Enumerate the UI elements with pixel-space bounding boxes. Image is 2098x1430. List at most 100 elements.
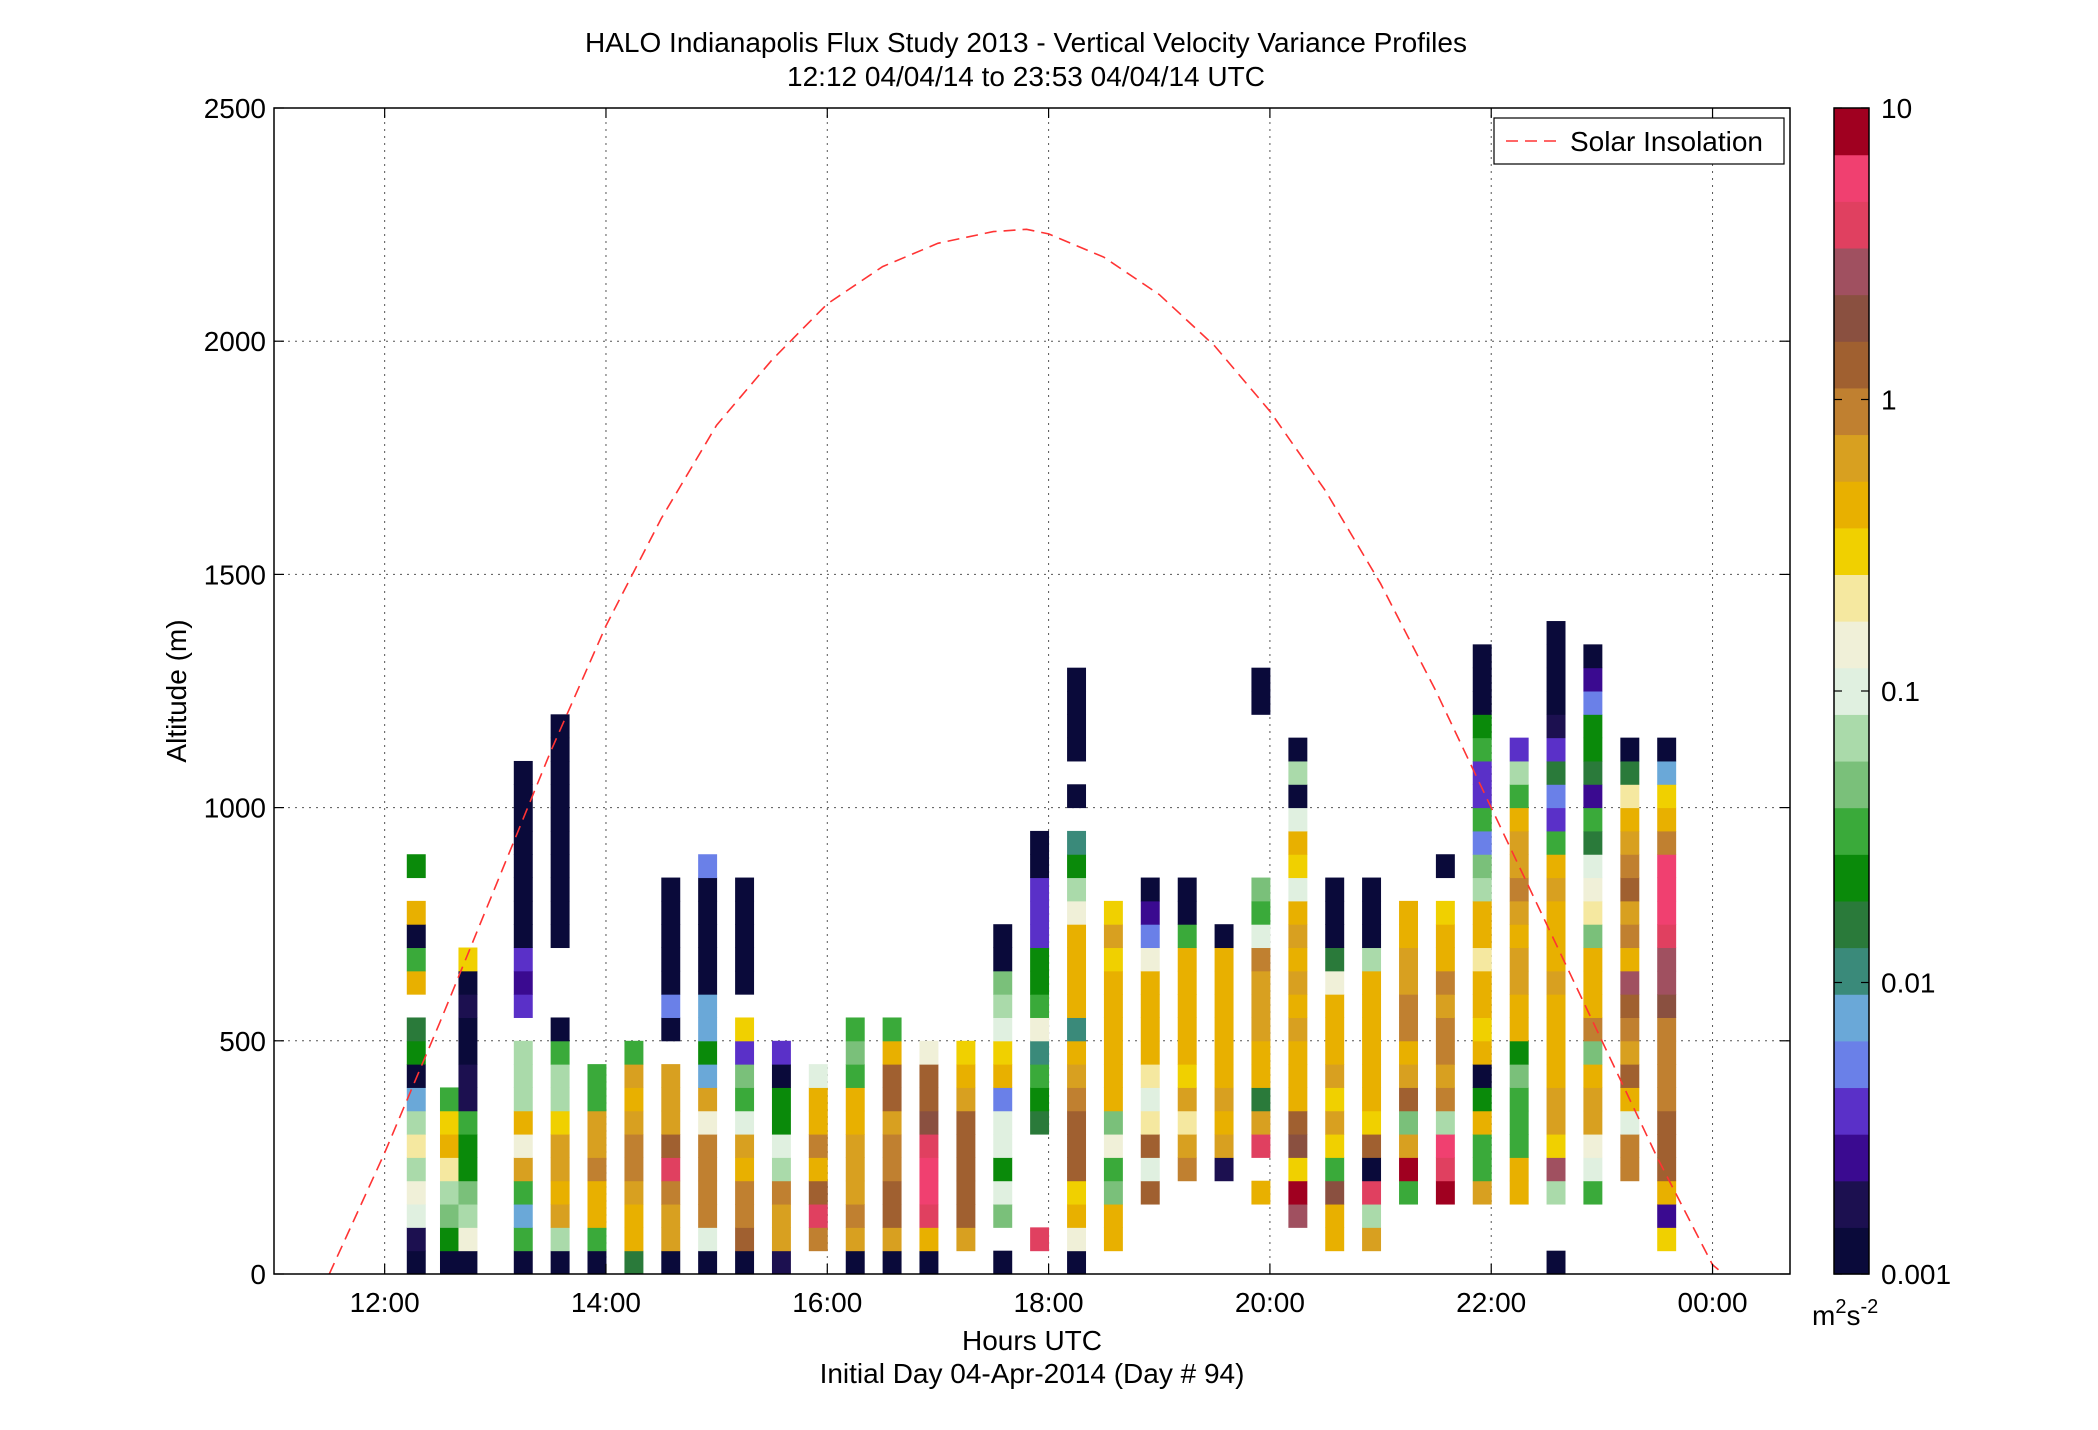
heatmap-cell bbox=[1472, 877, 1492, 902]
heatmap-cell bbox=[458, 1180, 478, 1205]
colorbar-gradient bbox=[1834, 108, 1869, 1275]
colorbar-segment bbox=[1834, 1134, 1869, 1182]
heatmap-cell bbox=[698, 1064, 718, 1088]
heatmap-cell bbox=[1583, 784, 1603, 809]
heatmap-cell bbox=[550, 1204, 570, 1228]
heatmap-cell bbox=[1620, 1064, 1640, 1088]
heatmap-cell bbox=[1435, 1180, 1455, 1205]
heatmap-cell bbox=[1399, 1180, 1418, 1205]
heatmap-cell bbox=[1067, 1110, 1087, 1135]
heatmap-cell bbox=[1657, 1087, 1677, 1112]
heatmap-cell bbox=[550, 1157, 570, 1182]
heatmap-cell bbox=[513, 760, 533, 785]
heatmap-cell bbox=[406, 924, 426, 949]
heatmap-cell bbox=[587, 1180, 607, 1205]
heatmap-cell bbox=[1472, 1157, 1492, 1182]
heatmap-cell bbox=[882, 1134, 902, 1158]
heatmap-cell bbox=[808, 1180, 828, 1205]
heatmap-cell bbox=[1657, 784, 1677, 809]
heatmap-cell bbox=[845, 1157, 865, 1182]
heatmap-cell bbox=[1030, 900, 1050, 925]
heatmap-cell bbox=[1546, 877, 1566, 902]
heatmap-cell bbox=[1177, 1157, 1197, 1182]
heatmap-cell bbox=[698, 854, 718, 879]
heatmap-cell bbox=[439, 1157, 459, 1182]
heatmap-cell bbox=[882, 1087, 902, 1112]
heatmap-cell bbox=[1103, 1227, 1123, 1252]
heatmap-cell bbox=[550, 1064, 570, 1088]
heatmap-cell bbox=[1620, 854, 1640, 879]
heatmap-cell bbox=[993, 924, 1013, 949]
colorbar-segment bbox=[1834, 154, 1869, 202]
heatmap-cell bbox=[406, 1227, 426, 1252]
heatmap-cell bbox=[1509, 947, 1529, 972]
colorbar-segment bbox=[1834, 900, 1869, 949]
colorbar-segment bbox=[1834, 1087, 1869, 1135]
heatmap-cell bbox=[771, 1087, 791, 1112]
heatmap-cell bbox=[919, 1064, 939, 1088]
heatmap-cell bbox=[1472, 1087, 1492, 1112]
heatmap-cell bbox=[993, 1064, 1013, 1088]
heatmap-cell bbox=[1435, 1110, 1455, 1135]
heatmap-cell bbox=[1288, 1087, 1308, 1112]
heatmap-cell bbox=[1067, 877, 1087, 902]
heatmap-cell bbox=[661, 1064, 681, 1088]
heatmap-cell bbox=[771, 1204, 791, 1228]
heatmap-cell bbox=[1214, 1134, 1234, 1158]
heatmap-cell bbox=[1177, 924, 1197, 949]
heatmap-cell bbox=[993, 994, 1013, 1018]
colorbar-segment bbox=[1834, 574, 1869, 622]
colorbar-tick-label: 10 bbox=[1881, 93, 1912, 124]
heatmap-cell bbox=[1472, 644, 1492, 669]
heatmap-cell bbox=[1546, 994, 1566, 1018]
heatmap-cell bbox=[1140, 1017, 1160, 1042]
heatmap-cell bbox=[698, 947, 718, 972]
heatmap-cell bbox=[513, 1204, 533, 1228]
heatmap-cell bbox=[1362, 1227, 1382, 1252]
heatmap-cell bbox=[1140, 1064, 1160, 1088]
heatmap-cell bbox=[1546, 737, 1566, 762]
heatmap-cell bbox=[993, 947, 1013, 972]
heatmap-cell bbox=[1251, 877, 1271, 902]
heatmap-cell bbox=[1546, 760, 1566, 785]
heatmap-cell bbox=[458, 1134, 478, 1158]
heatmap-cell bbox=[1583, 830, 1603, 855]
heatmap-cell bbox=[698, 1087, 718, 1112]
heatmap-cell bbox=[1435, 1017, 1455, 1042]
heatmap-cell bbox=[735, 1110, 755, 1135]
heatmap-cell bbox=[1030, 1017, 1050, 1042]
heatmap-cell bbox=[919, 1180, 939, 1205]
colorbar-segment bbox=[1834, 247, 1869, 296]
legend-box bbox=[1493, 117, 1785, 165]
heatmap-cell bbox=[513, 1110, 533, 1135]
heatmap-cell bbox=[771, 1227, 791, 1252]
heatmap-cell bbox=[1140, 1087, 1160, 1112]
heatmap-cell bbox=[1362, 1087, 1382, 1112]
heatmap-cell bbox=[458, 1064, 478, 1088]
heatmap-cell bbox=[550, 784, 570, 809]
heatmap-cell bbox=[406, 1064, 426, 1088]
heatmap-cell bbox=[698, 900, 718, 925]
heatmap-cell bbox=[1657, 970, 1677, 995]
heatmap-cell bbox=[1472, 1110, 1492, 1135]
solar-curve-layer bbox=[328, 228, 1725, 1275]
colorbar-tick-label: 1 bbox=[1881, 385, 1897, 416]
colorbar-segment bbox=[1834, 341, 1869, 389]
heatmap-cell bbox=[1325, 1017, 1345, 1042]
heatmap-cell bbox=[1288, 1204, 1308, 1228]
heatmap-cell bbox=[1472, 1064, 1492, 1088]
heatmap-cell bbox=[1214, 994, 1234, 1018]
heatmap-cell bbox=[624, 1157, 644, 1182]
x-tick-label: 14:00 bbox=[571, 1287, 641, 1318]
heatmap-cell bbox=[1362, 877, 1382, 902]
heatmap-cell bbox=[1067, 970, 1087, 995]
heatmap-cell bbox=[1472, 854, 1492, 879]
heatmap-cell bbox=[1288, 737, 1308, 762]
heatmap-cell bbox=[513, 994, 533, 1018]
heatmap-cell bbox=[1067, 1087, 1087, 1112]
colorbar-segment bbox=[1834, 434, 1869, 482]
heatmap-cell bbox=[1583, 807, 1603, 832]
heatmap-cell bbox=[1435, 900, 1455, 925]
heatmap-cell bbox=[993, 1134, 1013, 1158]
